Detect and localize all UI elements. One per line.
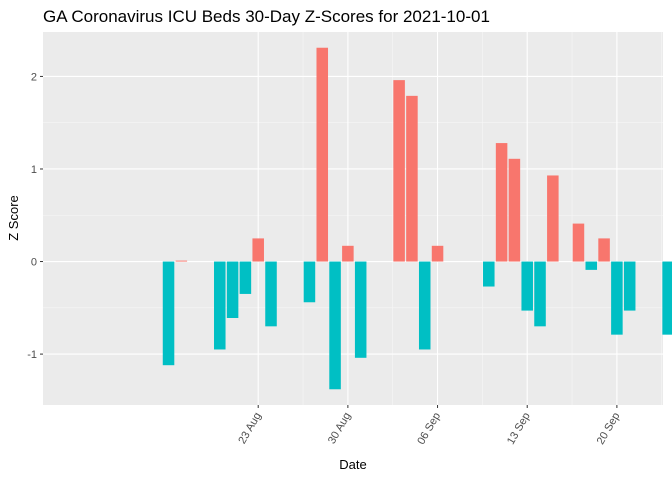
bar (393, 80, 405, 262)
y-tick-label: -1 (27, 349, 37, 361)
bar (354, 261, 367, 358)
bar (547, 175, 559, 262)
bar (214, 261, 226, 350)
bar (598, 238, 610, 262)
bar (418, 261, 431, 350)
bar (406, 95, 418, 262)
plot-panel (43, 32, 663, 405)
x-tick-label: 20 Sep (595, 411, 623, 447)
y-axis-title: Z Score (6, 195, 21, 241)
bar (508, 158, 521, 262)
bar (316, 47, 329, 262)
bar (495, 143, 508, 262)
y-tick-label: 2 (31, 71, 37, 83)
bar (483, 261, 495, 287)
bar (534, 261, 546, 327)
bar (175, 260, 188, 262)
bar (611, 261, 623, 335)
chart-title: GA Coronavirus ICU Beds 30-Day Z-Scores … (43, 7, 490, 26)
x-axis-title: Date (339, 457, 366, 472)
bar (303, 261, 316, 303)
bar (162, 261, 175, 366)
x-tick-label: 13 Sep (505, 411, 533, 447)
bar (226, 261, 239, 318)
grid-lines (43, 32, 663, 405)
bar (342, 245, 354, 262)
bar (521, 261, 533, 311)
bar (252, 238, 264, 262)
x-axis: 23 Aug 30 Aug 06 Sep 13 Sep 20 Sep (236, 405, 622, 447)
bar (572, 223, 585, 262)
y-tick-label: 1 (31, 164, 37, 176)
x-tick-label: 30 Aug (326, 411, 354, 447)
bars (162, 47, 672, 390)
x-tick-label: 23 Aug (236, 411, 264, 447)
bar (431, 245, 444, 262)
y-axis: -1 0 1 2 (27, 71, 43, 361)
y-tick-label: 0 (31, 257, 37, 269)
bar (585, 261, 598, 270)
bar (662, 261, 672, 335)
bar (329, 261, 341, 390)
x-tick-label: 06 Sep (415, 411, 443, 447)
bar (239, 261, 252, 294)
bar (265, 261, 277, 327)
bar (623, 261, 636, 311)
